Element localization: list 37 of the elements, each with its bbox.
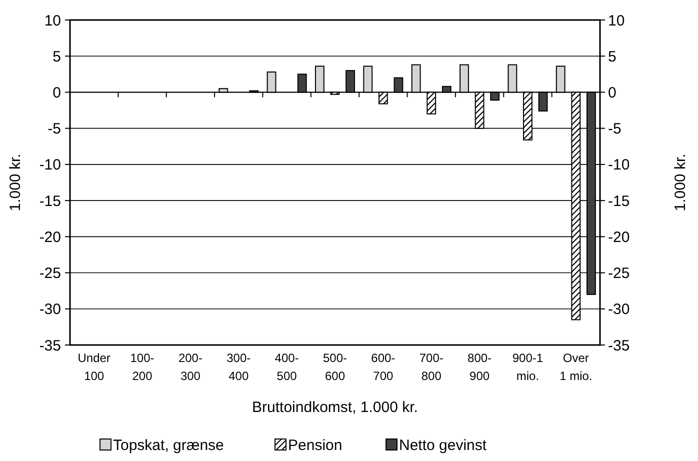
x-axis-title: Bruttoindkomst, 1.000 kr.	[252, 399, 418, 416]
x-tick-label: 600-700	[371, 351, 396, 383]
x-tick-label: 100-200	[130, 351, 154, 383]
y2-tick-label: -5	[608, 120, 622, 138]
x-tick-label: 900-1 mio.	[512, 351, 544, 383]
y2-tick-label: 10	[608, 12, 625, 30]
y-tick-label: -20	[39, 228, 61, 246]
y2-tick-label: -20	[608, 228, 630, 246]
y2-tick-label: -35	[608, 337, 630, 354]
y-tick-label: -25	[39, 265, 61, 282]
y2-tick-label: -15	[608, 192, 630, 210]
y-tick-label: -35	[39, 337, 61, 354]
y2-tick-label: 0	[608, 84, 616, 102]
x-tick-label: 300-400	[226, 351, 251, 383]
legend-label: Topskat, grænse	[113, 437, 224, 454]
y-tick-label: -10	[39, 156, 61, 174]
y2-tick-label: -25	[608, 265, 630, 282]
y-axis-title: 1.000 kr.	[7, 154, 24, 212]
x-tick-label: 500-600	[322, 351, 348, 383]
x-tick-label: Over 1 mio.	[560, 351, 592, 383]
y2-tick-label: 5	[608, 48, 616, 66]
y-tick-label: -5	[48, 120, 61, 138]
y-tick-label: 0	[52, 84, 61, 102]
x-tick-label: Under 100	[78, 351, 110, 383]
y2-tick-label: -10	[608, 156, 630, 174]
y2-axis-title: 1.000 kr.	[672, 154, 689, 212]
y-tick-label: 5	[52, 48, 61, 66]
x-tick-label: 700-800	[419, 351, 444, 383]
legend-label: Pension	[288, 437, 342, 454]
x-tick-label: 800-900	[468, 351, 492, 383]
y-tick-label: -30	[39, 301, 61, 318]
y-tick-label: 10	[44, 12, 61, 30]
y2-tick-label: -30	[608, 301, 630, 318]
x-tick-label: 400-500	[274, 351, 299, 383]
y-tick-label: -15	[39, 192, 61, 210]
x-tick-label: 200-300	[178, 351, 202, 383]
legend-label: Netto gevinst	[399, 437, 488, 454]
